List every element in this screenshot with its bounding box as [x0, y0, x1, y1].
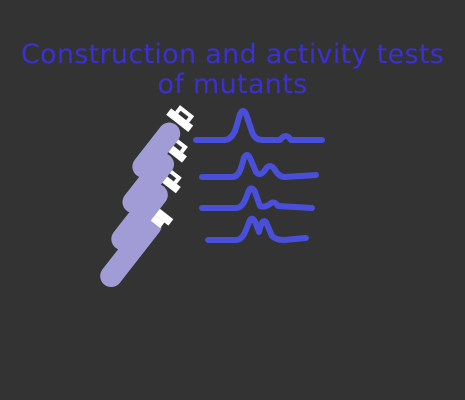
title-line-2: of mutants	[157, 69, 308, 100]
page-title: Construction and activity tests of mutan…	[0, 40, 465, 100]
peak-trace-4	[205, 215, 309, 243]
test-tube-1	[132, 105, 195, 178]
peak-trace-3	[199, 185, 315, 211]
test-tubes-icon	[100, 105, 195, 288]
chromatogram-peaks-icon	[193, 108, 325, 243]
peak-trace-1	[193, 108, 325, 143]
peak-trace-2	[199, 152, 319, 180]
title-line-1: Construction and activity tests	[20, 39, 445, 70]
